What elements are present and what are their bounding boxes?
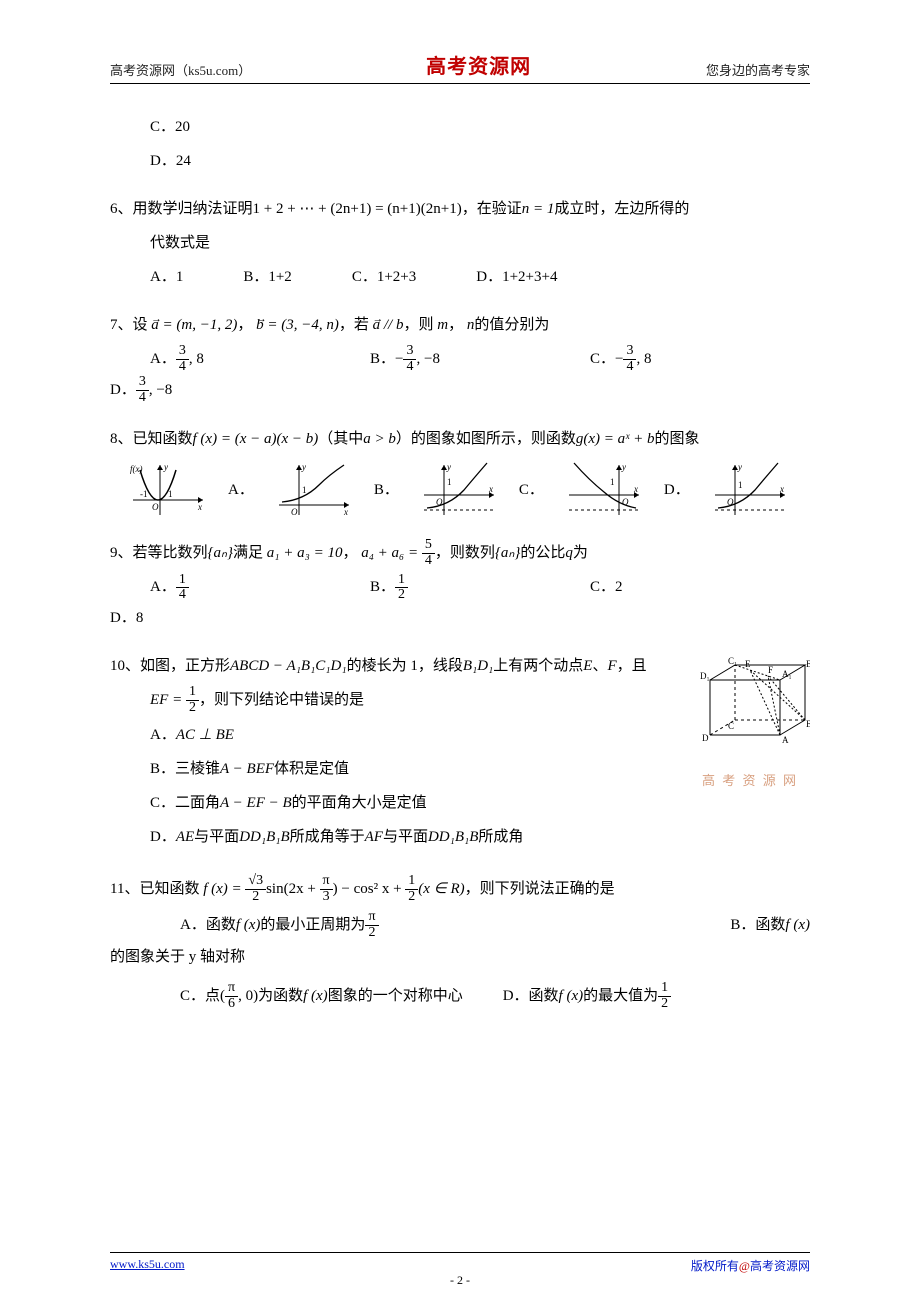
svg-text:E: E xyxy=(745,659,751,669)
q8-graph-c: y x O 1 xyxy=(564,460,644,520)
q8-graph-d: y x O 1 xyxy=(710,460,790,520)
page-header: 高考资源网（ks5u.com） 高考资源网 您身边的高考专家 xyxy=(110,50,810,84)
q11-option-c: C．点(π6, 0)为函数f (x)图象的一个对称中心 xyxy=(180,980,463,1013)
q6-options: A．1 B．1+2 C．1+2+3 D．1+2+3+4 xyxy=(110,262,810,292)
header-center: 高考资源网 xyxy=(426,50,531,79)
q5-tail-options: C．20 D．24 xyxy=(110,112,810,176)
q6-option-b: B．1+2 xyxy=(243,262,291,292)
q9-option-d: D．8 xyxy=(110,603,810,633)
q7-par: a // b xyxy=(373,317,404,333)
q11-options: A．函数f (x)的最小正周期为π2 B．函数f (x) xyxy=(110,909,810,942)
q10-cube-figure: D A B C D₁ A₁ B₁ C₁ E F 高 考 资 源 网 xyxy=(690,655,810,794)
q7-a: a = (m, −1, 2) xyxy=(151,317,237,333)
q5-option-d: D．24 xyxy=(150,146,810,176)
q8-graphs: f(x) y x O -1 1 A． y x O 1 B． xyxy=(128,460,810,520)
svg-text:1: 1 xyxy=(447,477,452,487)
svg-text:B₁: B₁ xyxy=(806,659,810,669)
question-8: 8、已知函数f (x) = (x − a)(x − b)（其中a > b）的图象… xyxy=(110,424,810,520)
question-10: D A B C D₁ A₁ B₁ C₁ E F 高 考 资 源 网 10、如图，… xyxy=(110,651,810,856)
footer-copyright: 版权所有@高考资源网 xyxy=(691,1257,810,1274)
q7-options-row1: A．34, 8 B．−34, −8 C．−34, 8 xyxy=(110,344,810,375)
q7-option-a: A．34, 8 xyxy=(150,344,370,375)
svg-text:y: y xyxy=(621,462,626,472)
question-11: 11、已知函数 f (x) = √32sin(2x + π3) − cos² x… xyxy=(110,874,810,1013)
svg-text:1: 1 xyxy=(738,480,743,490)
q10-option-d: D．AE与平面DD₁B₁B所成角等于AF与平面DD₁B₁B所成角 xyxy=(110,822,810,852)
q6-expr: 1 + 2 + ⋯ + (2n+1) = (n+1)(2n+1) xyxy=(253,201,462,217)
question-7: 7、设 a = (m, −1, 2)， b = (3, −4, n)，若 a /… xyxy=(110,310,810,406)
q6-nval: n = 1 xyxy=(522,201,555,217)
page-number: - 2 - xyxy=(0,1273,920,1288)
svg-text:O: O xyxy=(291,507,298,517)
q6-option-c: C．1+2+3 xyxy=(352,262,416,292)
q11-option-a: A．函数f (x)的最小正周期为π2 xyxy=(180,909,379,942)
svg-text:x: x xyxy=(488,484,493,494)
q9-option-c: C．2 xyxy=(590,572,810,603)
question-9: 9、若等比数列{aₙ}满足 a₁ + a₃ = 10， a₄ + a₆ = 54… xyxy=(110,538,810,634)
svg-text:F: F xyxy=(768,665,773,675)
svg-text:x: x xyxy=(197,502,202,512)
svg-text:-1: -1 xyxy=(140,489,148,499)
q8-option-d-label: D． xyxy=(664,475,690,505)
q6-option-d: D．1+2+3+4 xyxy=(476,262,557,292)
q7-option-d: D．34, −8 xyxy=(110,375,810,406)
header-left: 高考资源网（ks5u.com） xyxy=(110,60,251,79)
q6-option-a: A．1 xyxy=(150,262,183,292)
q8-g: g(x) = aˣ + b xyxy=(576,431,655,447)
svg-text:x: x xyxy=(779,484,784,494)
q8-option-c-label: C． xyxy=(519,475,544,505)
svg-text:C₁: C₁ xyxy=(728,656,737,666)
footer-url: www.ks5u.com xyxy=(110,1257,185,1274)
svg-text:A: A xyxy=(782,735,789,745)
svg-text:1: 1 xyxy=(610,477,615,487)
svg-text:1: 1 xyxy=(302,485,307,495)
question-6: 6、用数学归纳法证明1 + 2 + ⋯ + (2n+1) = (n+1)(2n+… xyxy=(110,194,810,292)
q6-stem-4: 代数式是 xyxy=(110,228,810,258)
svg-text:y: y xyxy=(301,462,306,472)
q10-watermark: 高 考 资 源 网 xyxy=(690,768,810,794)
q6-stem-2: ，在验证 xyxy=(462,201,522,217)
q11-option-d: D．函数f (x)的最大值为12 xyxy=(503,980,671,1013)
q11-option-b-trail: 的图象关于 y 轴对称 xyxy=(110,942,810,972)
svg-text:y: y xyxy=(737,462,742,472)
q9-option-b: B．12 xyxy=(370,572,590,603)
svg-text:D: D xyxy=(702,733,709,743)
svg-text:C: C xyxy=(728,721,734,731)
q9-option-a: A．14 xyxy=(150,572,370,603)
svg-text:O: O xyxy=(152,502,159,512)
svg-text:B: B xyxy=(806,719,810,729)
q6-stem-3: 成立时，左边所得的 xyxy=(554,201,689,217)
svg-text:y: y xyxy=(163,462,168,472)
svg-text:D₁: D₁ xyxy=(700,671,710,681)
svg-text:y: y xyxy=(446,462,451,472)
q11-option-b-head: B．函数f (x) xyxy=(730,909,810,942)
cube-svg: D A B C D₁ A₁ B₁ C₁ E F xyxy=(690,655,810,755)
q8-given-graph: f(x) y x O -1 1 xyxy=(128,460,208,520)
q7-option-c: C．−34, 8 xyxy=(590,344,810,375)
q5-option-c: C．20 xyxy=(150,112,810,142)
q9-options-row1: A．14 B．12 C．2 xyxy=(110,572,810,603)
q7-stem-1: 7、设 xyxy=(110,317,148,333)
q8-graph-b: y x O 1 xyxy=(419,460,499,520)
q7-option-b: B．−34, −8 xyxy=(370,344,590,375)
q6-stem-1: 6、用数学归纳法证明 xyxy=(110,201,253,217)
svg-text:x: x xyxy=(343,507,348,517)
q7-b: b = (3, −4, n) xyxy=(256,317,339,333)
svg-text:A₁: A₁ xyxy=(782,669,792,679)
q8-option-a-label: A． xyxy=(228,475,254,505)
page-footer: www.ks5u.com 版权所有@高考资源网 xyxy=(110,1252,810,1274)
svg-text:x: x xyxy=(633,484,638,494)
q8-graph-a: y x O 1 xyxy=(274,460,354,520)
header-right: 您身边的高考专家 xyxy=(706,60,810,79)
q8-f: f (x) = (x − a)(x − b) xyxy=(193,431,319,447)
q8-option-b-label: B． xyxy=(374,475,399,505)
